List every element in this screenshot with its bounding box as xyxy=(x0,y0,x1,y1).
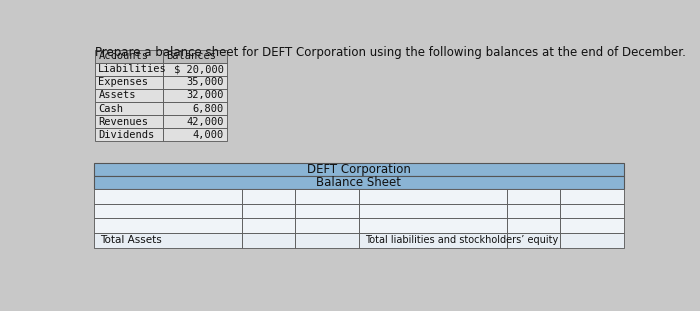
Text: Dividends: Dividends xyxy=(98,130,155,140)
FancyBboxPatch shape xyxy=(358,218,508,233)
Text: Accounts: Accounts xyxy=(98,51,148,61)
Text: 32,000: 32,000 xyxy=(186,91,224,100)
FancyBboxPatch shape xyxy=(560,218,624,233)
FancyBboxPatch shape xyxy=(163,89,227,102)
FancyBboxPatch shape xyxy=(242,233,295,248)
FancyBboxPatch shape xyxy=(94,189,242,204)
FancyBboxPatch shape xyxy=(94,163,624,176)
FancyBboxPatch shape xyxy=(242,218,295,233)
FancyBboxPatch shape xyxy=(358,189,508,204)
FancyBboxPatch shape xyxy=(358,233,508,248)
Text: Total Assets: Total Assets xyxy=(100,235,162,245)
FancyBboxPatch shape xyxy=(95,76,163,89)
FancyBboxPatch shape xyxy=(163,128,227,141)
FancyBboxPatch shape xyxy=(508,189,560,204)
FancyBboxPatch shape xyxy=(94,204,242,218)
Text: 6,800: 6,800 xyxy=(193,104,224,114)
Text: 4,000: 4,000 xyxy=(193,130,224,140)
Text: 35,000: 35,000 xyxy=(186,77,224,87)
FancyBboxPatch shape xyxy=(95,63,163,76)
Text: Balances: Balances xyxy=(167,51,216,61)
FancyBboxPatch shape xyxy=(94,233,242,248)
FancyBboxPatch shape xyxy=(508,204,560,218)
Text: DEFT Corporation: DEFT Corporation xyxy=(307,163,411,176)
FancyBboxPatch shape xyxy=(295,218,358,233)
FancyBboxPatch shape xyxy=(242,204,295,218)
Text: Liabilities: Liabilities xyxy=(98,64,167,74)
FancyBboxPatch shape xyxy=(94,218,242,233)
Text: Expenses: Expenses xyxy=(98,77,148,87)
FancyBboxPatch shape xyxy=(560,189,624,204)
FancyBboxPatch shape xyxy=(242,189,295,204)
FancyBboxPatch shape xyxy=(163,50,227,63)
FancyBboxPatch shape xyxy=(508,233,560,248)
FancyBboxPatch shape xyxy=(358,204,508,218)
FancyBboxPatch shape xyxy=(95,102,163,115)
FancyBboxPatch shape xyxy=(95,115,163,128)
FancyBboxPatch shape xyxy=(95,50,163,63)
Text: Total liabilities and stockholders’ equity: Total liabilities and stockholders’ equi… xyxy=(365,235,558,245)
FancyBboxPatch shape xyxy=(295,204,358,218)
FancyBboxPatch shape xyxy=(295,233,358,248)
Text: Prepare a balance sheet for DEFT Corporation using the following balances at the: Prepare a balance sheet for DEFT Corpora… xyxy=(95,46,686,59)
FancyBboxPatch shape xyxy=(163,102,227,115)
FancyBboxPatch shape xyxy=(560,204,624,218)
FancyBboxPatch shape xyxy=(163,63,227,76)
Text: $ 20,000: $ 20,000 xyxy=(174,64,224,74)
FancyBboxPatch shape xyxy=(508,218,560,233)
FancyBboxPatch shape xyxy=(295,189,358,204)
Text: Balance Sheet: Balance Sheet xyxy=(316,176,401,189)
FancyBboxPatch shape xyxy=(94,176,624,189)
FancyBboxPatch shape xyxy=(163,76,227,89)
Text: Revenues: Revenues xyxy=(98,117,148,127)
FancyBboxPatch shape xyxy=(163,115,227,128)
Text: Cash: Cash xyxy=(98,104,123,114)
Text: Assets: Assets xyxy=(98,91,136,100)
Text: 42,000: 42,000 xyxy=(186,117,224,127)
FancyBboxPatch shape xyxy=(95,89,163,102)
FancyBboxPatch shape xyxy=(95,128,163,141)
FancyBboxPatch shape xyxy=(560,233,624,248)
